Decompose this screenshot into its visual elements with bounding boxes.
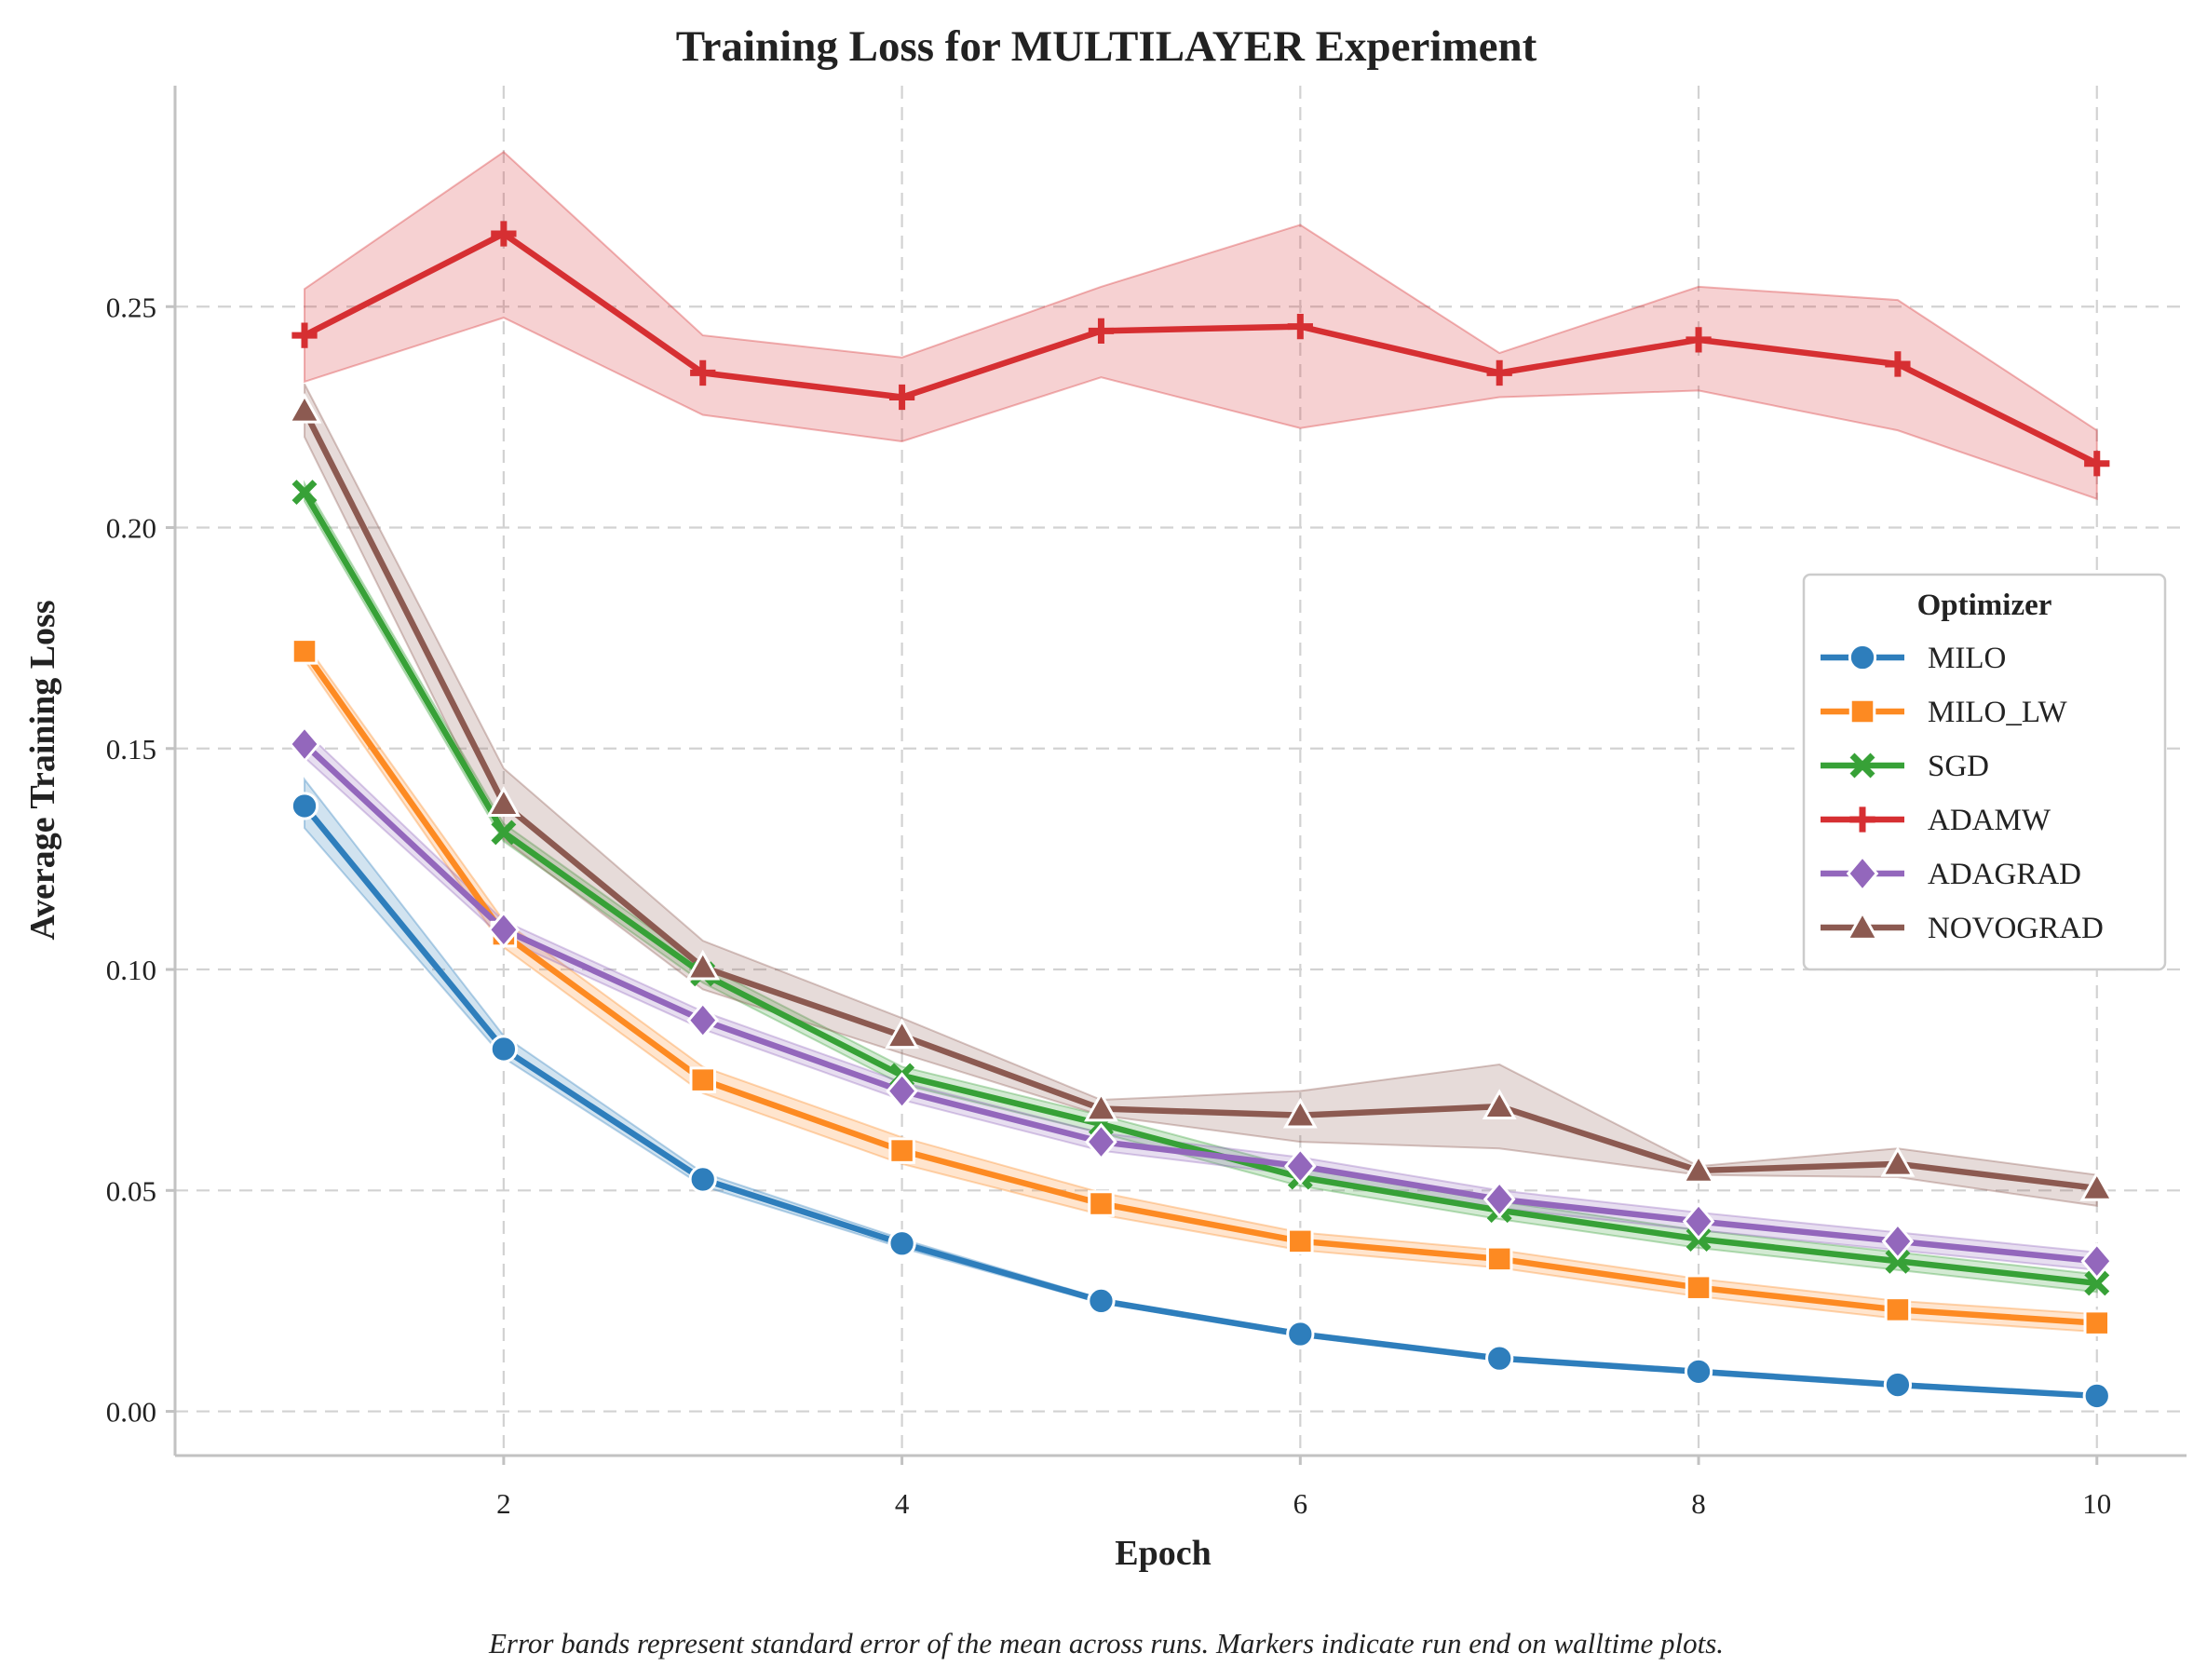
adagrad-point: [1284, 1146, 1317, 1185]
y-axis-label: Average Training Loss: [23, 600, 62, 940]
adamw-point: [2084, 451, 2110, 477]
x-tick-label: 10: [2082, 1487, 2111, 1520]
milo-lw-line: [301, 648, 2101, 1326]
adagrad-point: [487, 910, 521, 949]
adamw-point: [888, 384, 915, 411]
milo-point: [1286, 1320, 1315, 1348]
milo-lw-point: [888, 1137, 915, 1164]
novograd-line: [301, 407, 2101, 1192]
milo-legend-marker: [1848, 643, 1877, 672]
y-tick-label: 0.25: [106, 291, 156, 323]
sgd-point: [491, 820, 517, 846]
novograd-legend-label: NOVOGRAD: [1928, 912, 2104, 945]
milo-lw-legend-label: MILO_LW: [1928, 696, 2068, 729]
milo-point: [1485, 1344, 1514, 1373]
novograd-point: [1084, 1091, 1118, 1122]
adamw-point: [1287, 313, 1313, 340]
y-tick-label: 0.00: [106, 1396, 156, 1429]
milo-lw-point: [689, 1066, 716, 1093]
novograd-legend-marker: [1845, 910, 1880, 941]
x-axis-label: Epoch: [1115, 1534, 1211, 1573]
axis-ticks: 2 4 6 8 10 0.00 0.05 0.10 0.15 0.20 0.25: [106, 291, 2112, 1520]
adagrad-point: [886, 1072, 918, 1110]
novograd-point: [1681, 1153, 1716, 1184]
y-tick-label: 0.10: [106, 954, 156, 986]
milo-line: [301, 803, 2101, 1400]
legend-entries: MILO MILO_LW SGD ADAMW ADAGRAD NOVOGRAD: [1821, 642, 2104, 945]
adamw-point: [690, 359, 716, 386]
adagrad-point: [2080, 1241, 2114, 1280]
adagrad-point: [1085, 1122, 1117, 1161]
chart-caption: Error bands represent standard error of …: [488, 1627, 1724, 1660]
sgd-legend-marker: [1849, 752, 1875, 779]
milo-point: [290, 792, 319, 820]
novograd-point: [885, 1018, 919, 1050]
adamw-line: [301, 230, 2101, 467]
novograd-point: [486, 786, 521, 817]
milo-point: [1883, 1370, 1913, 1400]
milo-lw-point: [1088, 1190, 1115, 1217]
adamw-error-band: [304, 150, 2098, 501]
series-lines: [301, 230, 2101, 1400]
chart-title: Training Loss for MULTILAYER Experiment: [676, 22, 1537, 71]
milo-lw-legend-marker: [1848, 698, 1876, 725]
y-tick-label: 0.05: [106, 1174, 156, 1207]
milo-point: [489, 1035, 519, 1064]
adagrad-point: [1881, 1222, 1915, 1261]
adamw-legend-marker: [1849, 806, 1875, 833]
milo-lw-point: [1685, 1274, 1713, 1301]
y-tick-label: 0.20: [106, 512, 156, 545]
adamw-point: [1088, 318, 1115, 344]
adagrad-legend-marker: [1846, 854, 1879, 893]
adamw-point: [491, 221, 517, 247]
adagrad-legend-label: ADAGRAD: [1928, 858, 2081, 891]
adagrad-line: [301, 740, 2101, 1265]
milo-lw-point: [291, 638, 318, 665]
sgd-error-band: [304, 480, 2098, 1294]
adagrad-point: [1483, 1180, 1516, 1219]
adamw-point: [1885, 351, 1911, 377]
adagrad-point: [1682, 1202, 1715, 1240]
novograd-point: [287, 392, 322, 424]
x-tick-label: 6: [1293, 1487, 1308, 1520]
milo-point: [1684, 1357, 1713, 1386]
adagrad-point: [686, 1001, 720, 1039]
novograd-point: [2079, 1171, 2115, 1201]
novograd-point: [1482, 1089, 1517, 1119]
milo-point: [887, 1229, 916, 1258]
sgd-legend-label: SGD: [1928, 750, 1989, 783]
milo-point: [2082, 1381, 2111, 1411]
sgd-point: [1885, 1248, 1911, 1274]
adagrad-point: [288, 725, 321, 764]
x-tick-label: 8: [1691, 1487, 1706, 1520]
x-tick-label: 2: [496, 1487, 511, 1520]
adamw-legend-label: ADAMW: [1928, 804, 2051, 837]
novograd-point: [1282, 1097, 1318, 1129]
milo-lw-point: [1884, 1296, 1912, 1323]
legend: Optimizer MILO MILO_LW SGD ADAMW ADAGRAD NOVO…: [1802, 573, 2167, 971]
sgd-point: [291, 480, 318, 506]
milo-point: [1087, 1286, 1116, 1316]
novograd-point: [1880, 1145, 1916, 1177]
milo-lw-point: [1485, 1245, 1513, 1273]
milo-lw-point: [1287, 1227, 1314, 1255]
adamw-point: [1486, 359, 1512, 386]
x-tick-label: 4: [895, 1487, 910, 1520]
adamw-point: [291, 322, 318, 348]
adamw-point: [1686, 327, 1712, 353]
legend-title: Optimizer: [1917, 589, 2052, 622]
sgd-point: [2084, 1270, 2110, 1296]
y-tick-label: 0.15: [106, 733, 156, 765]
series-markers: [287, 221, 2115, 1411]
milo-legend-label: MILO: [1928, 642, 2006, 675]
milo-point: [688, 1165, 717, 1194]
milo-lw-point: [2083, 1309, 2111, 1336]
novograd-point: [685, 949, 721, 981]
sgd-line: [301, 489, 2101, 1287]
